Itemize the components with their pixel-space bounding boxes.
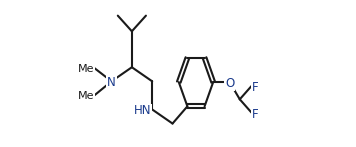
Text: F: F xyxy=(252,108,259,121)
Text: N: N xyxy=(107,76,116,89)
Text: HN: HN xyxy=(134,105,151,117)
Text: Me: Me xyxy=(78,64,94,74)
Text: Me: Me xyxy=(78,91,94,101)
Text: F: F xyxy=(252,81,259,94)
Text: O: O xyxy=(225,77,234,90)
